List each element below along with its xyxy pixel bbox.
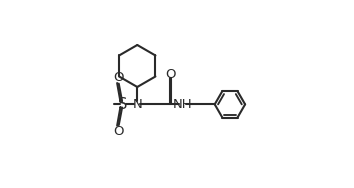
Text: NH: NH [172, 98, 192, 111]
Text: S: S [118, 97, 127, 112]
Text: O: O [165, 68, 176, 81]
Text: N: N [132, 98, 142, 111]
Text: O: O [113, 71, 123, 84]
Text: O: O [113, 125, 123, 138]
